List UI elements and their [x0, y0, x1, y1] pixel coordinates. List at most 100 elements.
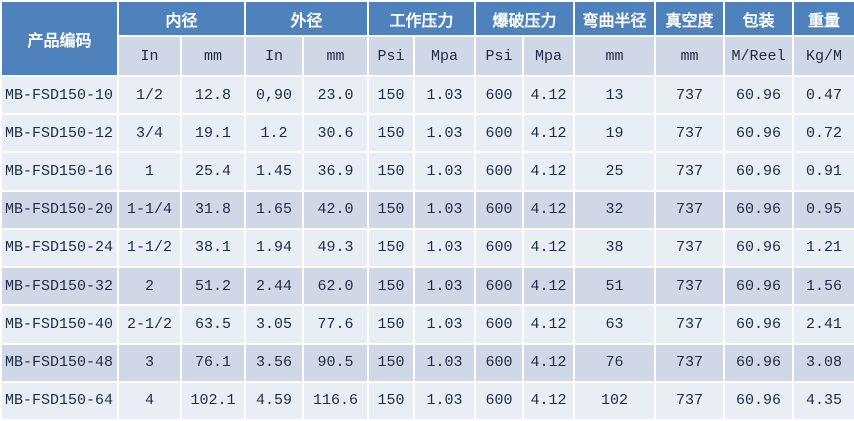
table-cell: 150 [367, 227, 416, 269]
header-outer-diameter: 外径 [244, 0, 370, 37]
table-cell: 4.12 [522, 189, 576, 230]
table-cell: 1.03 [413, 151, 477, 192]
table-cell: 737 [654, 266, 726, 307]
table-cell: 63 [573, 304, 657, 345]
table-cell: 3.08 [792, 342, 854, 383]
table-cell: 600 [474, 189, 525, 230]
table-cell: 150 [367, 189, 416, 230]
table-cell: 4 [117, 380, 182, 421]
table-cell: 150 [367, 74, 416, 116]
table-cell: 4.35 [792, 380, 854, 421]
table-cell: 1.2 [244, 113, 305, 154]
header-vacuum: 真空度 [654, 0, 726, 37]
table-cell: 737 [654, 151, 726, 192]
table-row: MB-FSD150-32 2 51.2 2.44 62.0 150 1.03 600 4.12 5… [0, 266, 854, 307]
table-cell: 1 [117, 151, 182, 192]
table-cell: 63.5 [179, 304, 247, 345]
unit-header: Mpa [522, 35, 576, 77]
table-cell: 2-1/2 [117, 304, 182, 345]
unit-header: In [117, 35, 182, 77]
table-cell: 3.05 [244, 304, 305, 345]
table-cell: 1.56 [792, 266, 854, 307]
table-cell: 150 [367, 380, 416, 421]
table-row: MB-FSD150-40 2-1/2 63.5 3.05 77.6 150 1.03 600 4… [0, 304, 854, 345]
table-cell: 600 [474, 151, 525, 192]
table-cell: 60.96 [723, 266, 795, 307]
product-code-cell: MB-FSD150-16 [0, 151, 119, 192]
table-cell: 737 [654, 304, 726, 345]
table-cell: 3/4 [117, 113, 182, 154]
product-code-cell: MB-FSD150-32 [0, 266, 119, 307]
product-code-cell: MB-FSD150-64 [0, 380, 119, 421]
product-code-cell: MB-FSD150-12 [0, 113, 119, 154]
table-row: MB-FSD150-20 1-1/4 31.8 1.65 42.0 150 1.03 600 4… [0, 189, 854, 230]
table-cell: 150 [367, 151, 416, 192]
table-cell: 60.96 [723, 227, 795, 269]
unit-header: mm [302, 35, 370, 77]
table-row: MB-FSD150-16 1 25.4 1.45 36.9 150 1.03 600 4.12 2… [0, 151, 854, 192]
table-cell: 3.56 [244, 342, 305, 383]
table-cell: 600 [474, 227, 525, 269]
table-cell: 25.4 [179, 151, 247, 192]
table-cell: 76 [573, 342, 657, 383]
table-cell: 1-1/4 [117, 189, 182, 230]
table-cell: 4.12 [522, 342, 576, 383]
header-weight: 重量 [792, 0, 854, 37]
table-cell: 737 [654, 189, 726, 230]
product-code-cell: MB-FSD150-48 [0, 342, 119, 383]
header-packaging: 包装 [723, 0, 795, 37]
table-cell: 90.5 [302, 342, 370, 383]
table-cell: 1.03 [413, 74, 477, 116]
table-cell: 0.47 [792, 74, 854, 116]
product-code-cell: MB-FSD150-10 [0, 74, 119, 116]
table-cell: 150 [367, 113, 416, 154]
header-burst-pressure: 爆破压力 [474, 0, 576, 37]
header-bend-radius: 弯曲半径 [573, 0, 657, 37]
table-cell: 60.96 [723, 380, 795, 421]
table-cell: 102.1 [179, 380, 247, 421]
table-cell: 150 [367, 342, 416, 383]
table-cell: 0.91 [792, 151, 854, 192]
unit-header: mm [179, 35, 247, 77]
table-cell: 1.03 [413, 266, 477, 307]
table-cell: 4.12 [522, 227, 576, 269]
table-cell: 76.1 [179, 342, 247, 383]
table-cell: 1.45 [244, 151, 305, 192]
table-cell: 1.03 [413, 380, 477, 421]
table-cell: 150 [367, 304, 416, 345]
table-cell: 1.65 [244, 189, 305, 230]
table-row: MB-FSD150-10 1/2 12.8 0,90 23.0 150 1.03 600 4.1… [0, 74, 854, 116]
table-cell: 60.96 [723, 304, 795, 345]
table-cell: 60.96 [723, 342, 795, 383]
table-cell: 737 [654, 74, 726, 116]
table-cell: 600 [474, 380, 525, 421]
table-cell: 38.1 [179, 227, 247, 269]
table-row: MB-FSD150-24 1-1/2 38.1 1.94 49.3 150 1.03 600 4… [0, 227, 854, 269]
unit-header: Mpa [413, 35, 477, 77]
header-working-pressure: 工作压力 [367, 0, 477, 37]
product-code-cell: MB-FSD150-24 [0, 227, 119, 269]
table-cell: 1/2 [117, 74, 182, 116]
table-cell: 0.72 [792, 113, 854, 154]
table-cell: 1.03 [413, 227, 477, 269]
table-cell: 1.03 [413, 342, 477, 383]
table-cell: 36.9 [302, 151, 370, 192]
table-cell: 600 [474, 342, 525, 383]
table-cell: 13 [573, 74, 657, 116]
table-cell: 31.8 [179, 189, 247, 230]
table-cell: 3 [117, 342, 182, 383]
table-cell: 51.2 [179, 266, 247, 307]
table-cell: 12.8 [179, 74, 247, 116]
table-cell: 1.21 [792, 227, 854, 269]
table-cell: 19 [573, 113, 657, 154]
table-cell: 19.1 [179, 113, 247, 154]
table-cell: 737 [654, 227, 726, 269]
table-cell: 32 [573, 189, 657, 230]
table-cell: 737 [654, 342, 726, 383]
unit-header: Kg/M [792, 35, 854, 77]
product-code-cell: MB-FSD150-40 [0, 304, 119, 345]
table-cell: 4.59 [244, 380, 305, 421]
unit-header: Psi [474, 35, 525, 77]
table-cell: 737 [654, 113, 726, 154]
table-body: MB-FSD150-10 1/2 12.8 0,90 23.0 150 1.03 600 4.1… [0, 74, 854, 421]
